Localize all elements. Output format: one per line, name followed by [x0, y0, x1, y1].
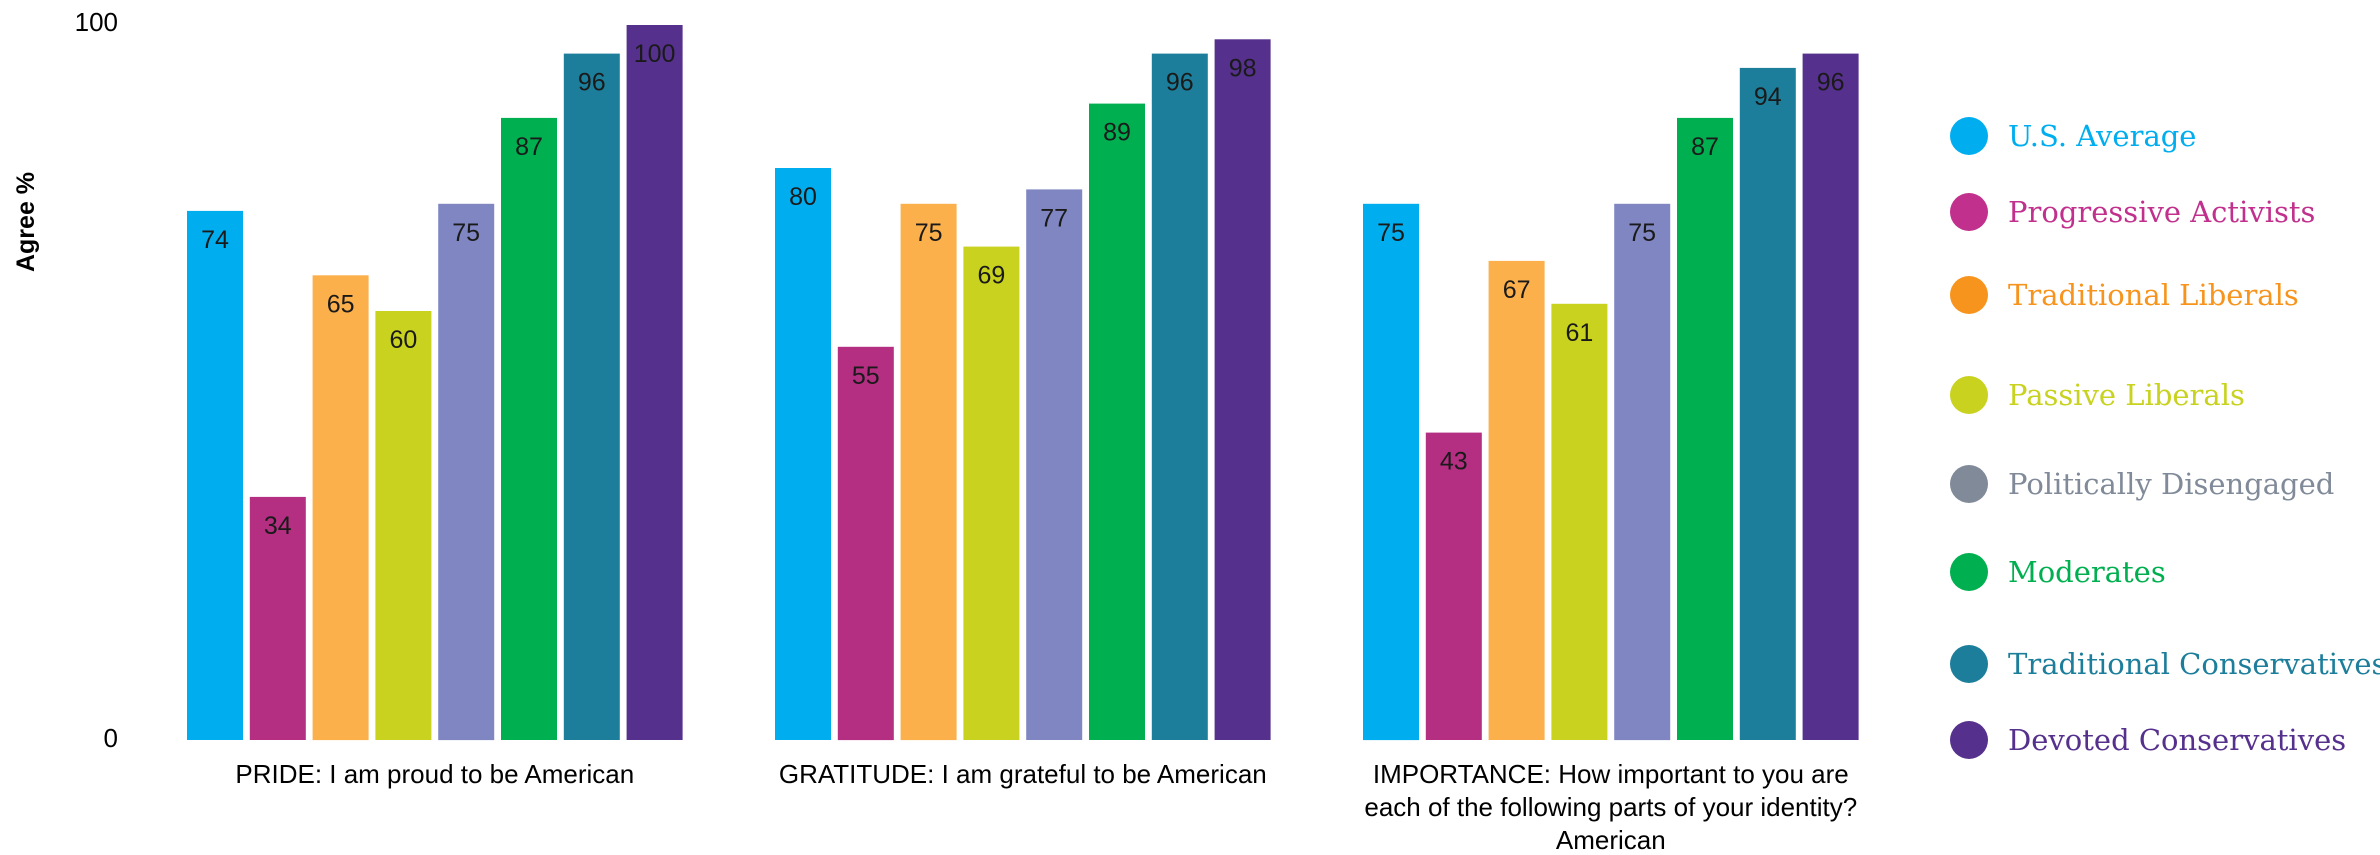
y-tick-label-top: 100 [75, 7, 118, 37]
legend-item-traditional-liberals: Traditional Liberals [1950, 276, 2299, 314]
bar [626, 25, 683, 740]
bar [501, 117, 557, 740]
bar [312, 275, 369, 741]
bar-value-label: 96 [578, 69, 606, 97]
bar [249, 496, 306, 740]
bar [1677, 117, 1733, 740]
bar-value-label: 89 [1103, 119, 1131, 147]
bar [1363, 203, 1419, 741]
legend-swatch [1950, 376, 1988, 414]
x-category-label: PRIDE: I am proud to be American [235, 759, 634, 789]
legend-swatch [1950, 645, 1988, 683]
legend-label: Moderates [2008, 555, 2166, 589]
legend-swatch [1950, 117, 1988, 155]
bar [375, 311, 432, 740]
legend-item-devoted-conservatives: Devoted Conservatives [1950, 721, 2346, 759]
legend-item-passive-liberals: Passive Liberals [1950, 376, 2245, 414]
bar-value-label: 98 [1229, 54, 1257, 82]
legend-label: Devoted Conservatives [2008, 723, 2347, 757]
bar [775, 168, 831, 740]
bar [1089, 103, 1145, 741]
bar [1151, 53, 1208, 741]
bar [187, 210, 243, 740]
legend-item-us-average: U.S. Average [1950, 117, 2196, 155]
x-category-label: GRATITUDE: I am grateful to be American [779, 759, 1267, 789]
bar [1026, 189, 1083, 740]
bar-value-label: 43 [1440, 448, 1468, 476]
bars-layer: 74 34 65 60 75 87 96 100 80 55 75 69 77 89 96 98 75 43 67 6… [187, 25, 1859, 741]
bar [438, 203, 495, 741]
bar-value-label: 61 [1565, 319, 1593, 347]
bar-value-label: 75 [915, 219, 943, 247]
bar-value-label: 100 [634, 40, 676, 68]
legend: U.S. Average Progressive Activists Tradi… [1950, 0, 2380, 855]
bar-value-label: 60 [389, 326, 417, 354]
bar-value-label: 75 [1628, 219, 1656, 247]
bar-value-label: 55 [852, 362, 880, 390]
legend-label: Traditional Liberals [2008, 278, 2299, 312]
bar-chart: Agree % 100 0 74346560758796100805575697… [12, 7, 1859, 855]
bar [963, 246, 1020, 740]
bar-value-label: 94 [1754, 83, 1782, 111]
legend-swatch [1950, 465, 1988, 503]
legend-swatch [1950, 721, 1988, 759]
bar-value-label: 75 [1377, 219, 1405, 247]
legend-label: Progressive Activists [2008, 195, 2316, 229]
legend-label: Politically Disengaged [2008, 467, 2335, 501]
bar-value-label: 75 [452, 219, 480, 247]
bar [1614, 203, 1671, 741]
legend-label: Traditional Conservatives [2008, 647, 2380, 681]
legend-swatch [1950, 276, 1988, 314]
legend-item-progressive-activists: Progressive Activists [1950, 193, 2315, 231]
bar [563, 53, 620, 741]
bar-value-label: 87 [1691, 133, 1719, 161]
bar-value-label: 96 [1166, 69, 1194, 97]
bar-value-label: 65 [327, 290, 355, 318]
bar [837, 346, 894, 741]
bar-value-label: 74 [201, 226, 229, 254]
legend-swatch [1950, 553, 1988, 591]
legend-swatch [1950, 193, 1988, 231]
bar [1551, 303, 1608, 740]
bar [1488, 260, 1545, 740]
legend-item-traditional-conservatives: Traditional Conservatives [1950, 645, 2380, 683]
y-axis-label: Agree % [12, 172, 40, 272]
bar-value-label: 69 [977, 262, 1005, 290]
bar-value-label: 34 [264, 512, 292, 540]
legend-item-moderates: Moderates [1950, 553, 2166, 591]
category-labels: PRIDE: I am proud to be American GRATITUD… [235, 759, 1857, 855]
bar [1425, 432, 1482, 740]
bar-value-label: 96 [1817, 69, 1845, 97]
bar [1802, 53, 1859, 741]
bar-value-label: 87 [515, 133, 543, 161]
y-tick-label-bottom: 0 [104, 723, 118, 753]
legend-label: U.S. Average [2008, 119, 2197, 153]
legend-label: Passive Liberals [2008, 378, 2245, 412]
bar-value-label: 77 [1040, 204, 1068, 232]
bar [1739, 67, 1796, 740]
bar-value-label: 67 [1503, 276, 1531, 304]
x-category-label: IMPORTANCE: How important to you are each… [1364, 759, 1857, 855]
bar [900, 203, 957, 741]
bar [1214, 39, 1271, 741]
bar-value-label: 80 [789, 183, 817, 211]
legend-item-politically-disengaged: Politically Disengaged [1950, 465, 2334, 503]
